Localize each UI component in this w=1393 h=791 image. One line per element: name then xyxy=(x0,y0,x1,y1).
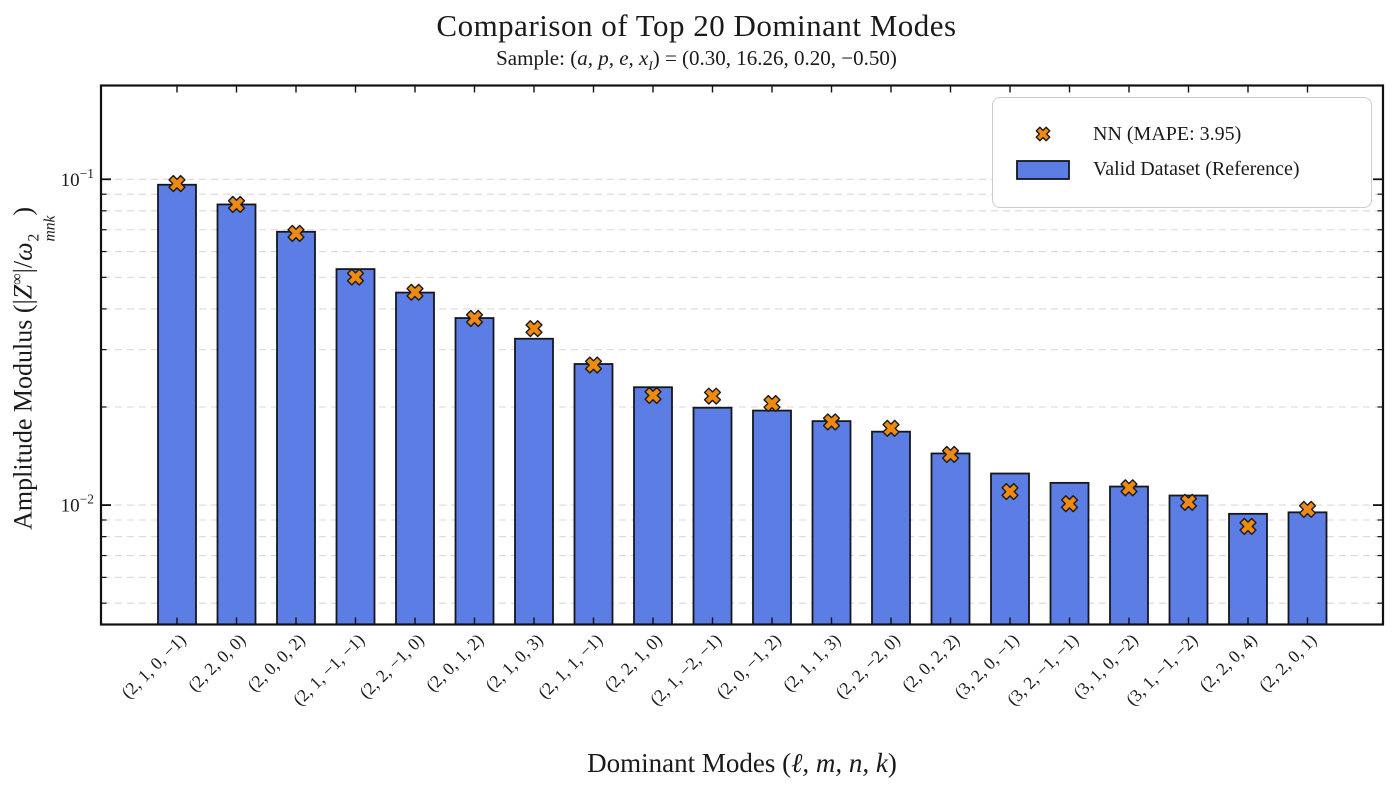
xlabel-suffix: ) xyxy=(887,748,897,778)
xlabel-prefix: Dominant Modes ( xyxy=(587,748,792,778)
bar xyxy=(633,386,673,626)
x-tick-label: (2, 0, −1, 2) xyxy=(712,630,785,703)
xlabel-variables: ℓ, m, n, k xyxy=(791,748,888,778)
nn-marker xyxy=(703,387,722,405)
bar xyxy=(1228,512,1268,626)
y-tick-label: 10−2 xyxy=(61,492,94,517)
subtitle-prefix: Sample: ( xyxy=(496,46,578,70)
legend-bar-swatch xyxy=(1016,159,1070,180)
nn-marker xyxy=(882,419,900,437)
ylabel-z-sup: ∞ xyxy=(8,273,26,285)
subtitle-variable-subscript: I xyxy=(648,58,653,74)
plot-frame xyxy=(99,84,1385,626)
y-tick-label: 10−1 xyxy=(61,166,94,191)
subtitle-variables: a, p, e, x xyxy=(577,46,649,70)
x-tick-label: (2, 2, −2, 0) xyxy=(831,630,904,703)
bar xyxy=(216,203,257,626)
bar xyxy=(871,430,911,626)
nn-marker xyxy=(406,283,424,301)
bar xyxy=(1287,511,1328,626)
x-tick-label-group: (2, 2, 0, 0) xyxy=(184,630,250,696)
legend-label-reference: Valid Dataset (Reference) xyxy=(1093,158,1300,180)
ylabel-omega-scripts: 2 mnk xyxy=(25,215,60,242)
nn-marker xyxy=(1239,517,1257,536)
nn-marker xyxy=(525,320,543,338)
nn-marker xyxy=(1179,493,1198,511)
chart-subtitle: Sample: (a, p, e, xI) = (0.30, 16.26, 0.… xyxy=(0,46,1393,74)
nn-marker xyxy=(941,445,960,464)
x-axis-label: Dominant Modes (ℓ, m, n, k) xyxy=(101,748,1383,779)
legend-item-reference: Valid Dataset (Reference) xyxy=(993,158,1371,181)
x-tick-label: (2, 2, 0, 0) xyxy=(184,630,250,696)
bar xyxy=(930,452,971,626)
ylabel-omega: ω xyxy=(8,242,38,261)
y-axis-label: Amplitude Modulus (|Z∞|/ω 2 mnk) xyxy=(9,68,60,668)
x-marker-icon xyxy=(993,122,1093,146)
x-tick-label-group: (2, 2, −1, 0) xyxy=(355,630,428,703)
bar xyxy=(514,337,554,626)
nn-marker xyxy=(465,309,484,328)
nn-marker xyxy=(644,386,662,405)
nn-marker xyxy=(1060,495,1079,513)
bar xyxy=(1109,485,1149,626)
x-tick-label-group: (2, 2, −2, 0) xyxy=(831,630,904,703)
x-tick-label-group: (2, 1, 0, −1) xyxy=(117,630,190,703)
legend-item-nn: NN (MAPE: 3.95) xyxy=(993,122,1371,146)
x-tick-label-group: (2, 2, 0, 1) xyxy=(1255,630,1321,696)
bar xyxy=(395,291,435,626)
nn-marker xyxy=(1298,500,1317,519)
ylabel-mid: |/ xyxy=(8,260,38,274)
chart-title: Comparison of Top 20 Dominant Modes xyxy=(436,8,957,43)
bar xyxy=(573,363,614,626)
bar xyxy=(811,420,852,626)
x-tick-label-group: (2, 2, 0, 4) xyxy=(1195,630,1261,696)
bar xyxy=(1168,494,1209,626)
subtitle-values: ) = (0.30, 16.26, 0.20, −0.50) xyxy=(652,46,897,70)
x-tick-label: (2, 2, 0, 1) xyxy=(1255,630,1321,696)
x-tick-label: (2, 1, 0, −1) xyxy=(117,630,190,703)
bar xyxy=(454,317,495,626)
nn-marker xyxy=(763,394,781,413)
nn-marker xyxy=(1120,479,1138,497)
x-tick-label-group: (2, 1, 1, −1) xyxy=(534,630,607,703)
bar xyxy=(157,183,197,626)
ylabel-prefix: Amplitude Modulus (| xyxy=(8,299,38,530)
nn-marker xyxy=(822,413,841,431)
bar xyxy=(990,472,1030,626)
nn-marker xyxy=(1001,482,1019,501)
bar-swatch-icon xyxy=(993,159,1093,181)
x-tick-label: (2, 0, 1, 2) xyxy=(422,630,488,696)
bar xyxy=(335,268,376,626)
bar xyxy=(692,406,733,626)
x-tick-label: (2, 2, 0, 4) xyxy=(1195,630,1261,696)
legend: NN (MAPE: 3.95) Valid Dataset (Reference… xyxy=(992,97,1372,208)
ylabel-omega-sub: mnk xyxy=(42,215,60,242)
x-tick-label: (2, 1, 1, −1) xyxy=(534,630,607,703)
nn-marker xyxy=(346,268,365,286)
nn-marker xyxy=(287,224,305,243)
bar xyxy=(752,409,792,626)
ylabel-suffix: ) xyxy=(8,206,38,216)
x-tick-label-group: (2, 0, −1, 2) xyxy=(712,630,785,703)
legend-label-nn: NN (MAPE: 3.95) xyxy=(1093,122,1242,145)
x-tick-label-group: (2, 0, 1, 2) xyxy=(422,630,488,696)
nn-marker xyxy=(584,356,603,374)
bar xyxy=(276,230,316,626)
legend-x-marker-glyph xyxy=(1035,126,1051,142)
ylabel-z: Z xyxy=(8,284,38,300)
nn-marker xyxy=(227,195,246,214)
ylabel-omega-sup: 2 xyxy=(25,233,43,242)
nn-marker xyxy=(168,174,186,193)
x-tick-label: (2, 2, −1, 0) xyxy=(355,630,428,703)
